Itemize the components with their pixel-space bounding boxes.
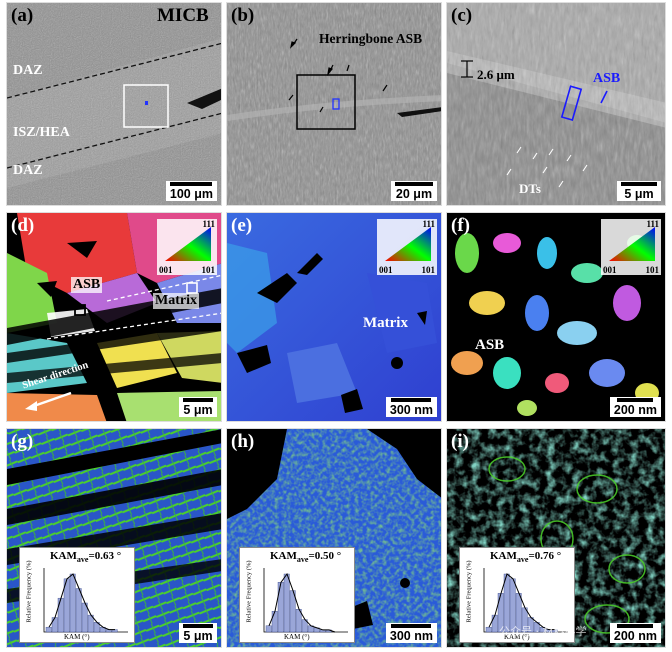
panel-c-asb-label: ASB xyxy=(593,71,621,86)
histogram-bar xyxy=(57,597,64,633)
panel-i: (i) KAMave=0.76 ° Relative Frequency (%)… xyxy=(446,428,666,648)
histogram-fit-curve xyxy=(48,573,115,631)
panel-e-ipf-map xyxy=(227,213,441,421)
panel-d-matrix-label: Matrix xyxy=(153,293,199,309)
panel-f-ipf-legend: 111 001 101 xyxy=(601,219,661,275)
histogram-bar xyxy=(491,614,498,633)
panel-a-sem-image xyxy=(7,3,221,205)
histogram-fit-curve xyxy=(488,573,555,631)
panel-h-scale-bar: 300 nm xyxy=(385,623,437,643)
panel-h: (h) KAMave=0.50 ° Relative Frequency (%)… xyxy=(226,428,442,648)
panel-h-kam-histogram: KAMave=0.50 ° Relative Frequency (%) KAM… xyxy=(239,547,355,643)
panel-d-asb-label: ASB xyxy=(71,277,103,293)
histogram-bar xyxy=(485,626,492,633)
panel-f-scale-bar: 200 nm xyxy=(609,397,661,417)
panel-a-region-top: DAZ xyxy=(13,63,43,78)
panel-a-scale-bar: 100 μm xyxy=(165,181,217,201)
histogram-bar xyxy=(81,602,88,633)
panel-i-scale-bar: 200 nm xyxy=(609,623,661,643)
panel-c-dts-label: DTs xyxy=(519,181,541,196)
panel-i-label: (i) xyxy=(451,431,469,452)
panel-d-label: (d) xyxy=(11,215,35,236)
panel-d-scale-bar: 5 μm xyxy=(179,397,217,417)
panel-b-sem-image xyxy=(227,3,441,205)
panel-d: (d) ASB Matrix Shear direction 111 001 101… xyxy=(6,212,222,422)
panel-a: (a) MICB DAZ ISZ/HEA DAZ 100 μm xyxy=(6,2,222,206)
panel-e: (e) Matrix 111 001 101 300 nm xyxy=(226,212,442,422)
panel-e-matrix-label: Matrix xyxy=(363,315,408,331)
panel-h-hist-ylabel: Relative Frequency (%) xyxy=(245,560,253,623)
panel-g-label: (g) xyxy=(11,431,34,452)
histogram-bar xyxy=(51,617,58,633)
panel-a-title: MICB xyxy=(157,5,209,26)
panel-c-width-label: 2.6 μm xyxy=(477,67,515,82)
panel-g-kam-text: KAMave=0.63 ° xyxy=(50,550,122,565)
panel-a-label: (a) xyxy=(11,5,34,26)
panel-e-scale-bar: 300 nm xyxy=(385,397,437,417)
panel-g: (g) KAMave=0.63 ° Relative Frequency (%)… xyxy=(6,428,222,648)
panel-h-kam-text: KAMave=0.50 ° xyxy=(270,550,342,565)
panel-h-hist-xlabel: KAM (°) xyxy=(284,633,310,641)
histogram-bar xyxy=(45,626,52,633)
panel-e-label: (e) xyxy=(231,215,253,236)
panel-b: (b) Herringbone ASB 20 μm xyxy=(226,2,442,206)
panel-f: (f) ASB 111 001 101 200 nm xyxy=(446,212,666,422)
histogram-bar xyxy=(277,582,284,633)
panel-i-kam-text: KAMave=0.76 ° xyxy=(490,550,562,565)
panel-i-kam-histogram: KAMave=0.76 ° Relative Frequency (%) KAM… xyxy=(459,547,575,643)
histogram-bar xyxy=(69,573,76,633)
histogram-bar xyxy=(283,573,290,633)
panel-i-hist-xlabel: KAM (°) xyxy=(504,633,530,641)
panel-c-scale-bar: 5 μm xyxy=(617,181,661,201)
panel-f-label: (f) xyxy=(451,215,470,236)
panel-a-region-mid: ISZ/HEA xyxy=(13,125,70,140)
panel-d-ipf-legend: 111 001 101 xyxy=(157,219,217,275)
histogram-bar xyxy=(75,588,82,633)
panel-g-scale-bar: 5 μm xyxy=(179,623,217,643)
panel-g-hist-xlabel: KAM (°) xyxy=(64,633,90,641)
panel-g-hist-ylabel: Relative Frequency (%) xyxy=(25,560,33,623)
panel-b-label: (b) xyxy=(231,5,255,26)
panel-a-region-bot: DAZ xyxy=(13,163,43,178)
histogram-bar xyxy=(265,625,272,633)
histogram-fit-curve xyxy=(268,572,336,633)
panel-c: (c) 2.6 μm ASB DTs 5 μm xyxy=(446,2,666,206)
panel-b-title: Herringbone ASB xyxy=(319,31,423,46)
panel-e-ipf-legend: 111 001 101 xyxy=(377,219,437,275)
panel-g-kam-histogram: KAMave=0.63 ° Relative Frequency (%) KAM… xyxy=(19,547,135,643)
panel-h-label: (h) xyxy=(231,431,255,452)
histogram-bar xyxy=(271,611,278,633)
panel-f-asb-label: ASB xyxy=(475,337,505,353)
watermark: 公众号 · 材料科学 xyxy=(499,625,587,638)
panel-i-hist-ylabel: Relative Frequency (%) xyxy=(465,560,473,623)
panel-c-sem-image xyxy=(447,3,665,205)
panel-b-scale-bar: 20 μm xyxy=(391,181,437,201)
panel-c-label: (c) xyxy=(451,5,473,26)
